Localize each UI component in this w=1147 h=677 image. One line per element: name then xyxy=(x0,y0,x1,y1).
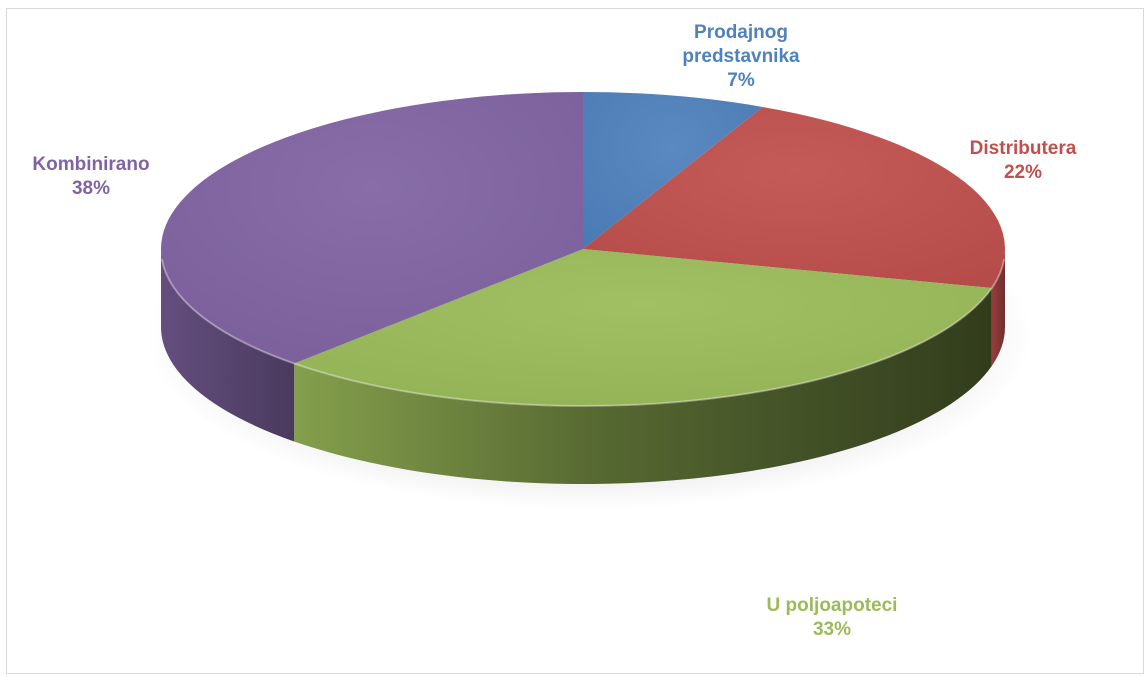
data-label-category: Kombinirano xyxy=(32,154,149,175)
data-label-2: U poljoapoteci 33% xyxy=(767,595,898,640)
pie-slice-3 xyxy=(160,92,584,364)
data-label-category: U poljoapoteci xyxy=(767,595,898,616)
pie-slice-0 xyxy=(583,92,763,249)
pie-slice-side-3 xyxy=(160,249,295,442)
data-label-category: Prodajnog xyxy=(694,22,788,43)
data-label-3: Kombinirano 38% xyxy=(32,154,149,199)
pie-slice-2 xyxy=(294,249,992,407)
data-label-value: 22% xyxy=(1004,162,1042,183)
pie-sides xyxy=(160,249,1005,485)
pie-labels: Prodajnog predstavnika 7% Distributera 22% U … xyxy=(32,22,1076,640)
pie-slice-side-1 xyxy=(991,249,1005,367)
data-label-category: predstavnika xyxy=(682,46,800,67)
pie-slice-1 xyxy=(583,106,1005,289)
pie-slice-side-2 xyxy=(294,288,992,485)
pie-tops xyxy=(160,92,1006,407)
data-label-value: 38% xyxy=(72,178,110,199)
data-label-1: Distributera 22% xyxy=(970,138,1077,183)
pie-rim-highlight xyxy=(160,258,1006,407)
data-label-value: 7% xyxy=(727,70,755,91)
data-label-category: Distributera xyxy=(970,138,1077,159)
data-label-0: Prodajnog predstavnika 7% xyxy=(682,22,800,91)
data-label-value: 33% xyxy=(813,619,851,640)
